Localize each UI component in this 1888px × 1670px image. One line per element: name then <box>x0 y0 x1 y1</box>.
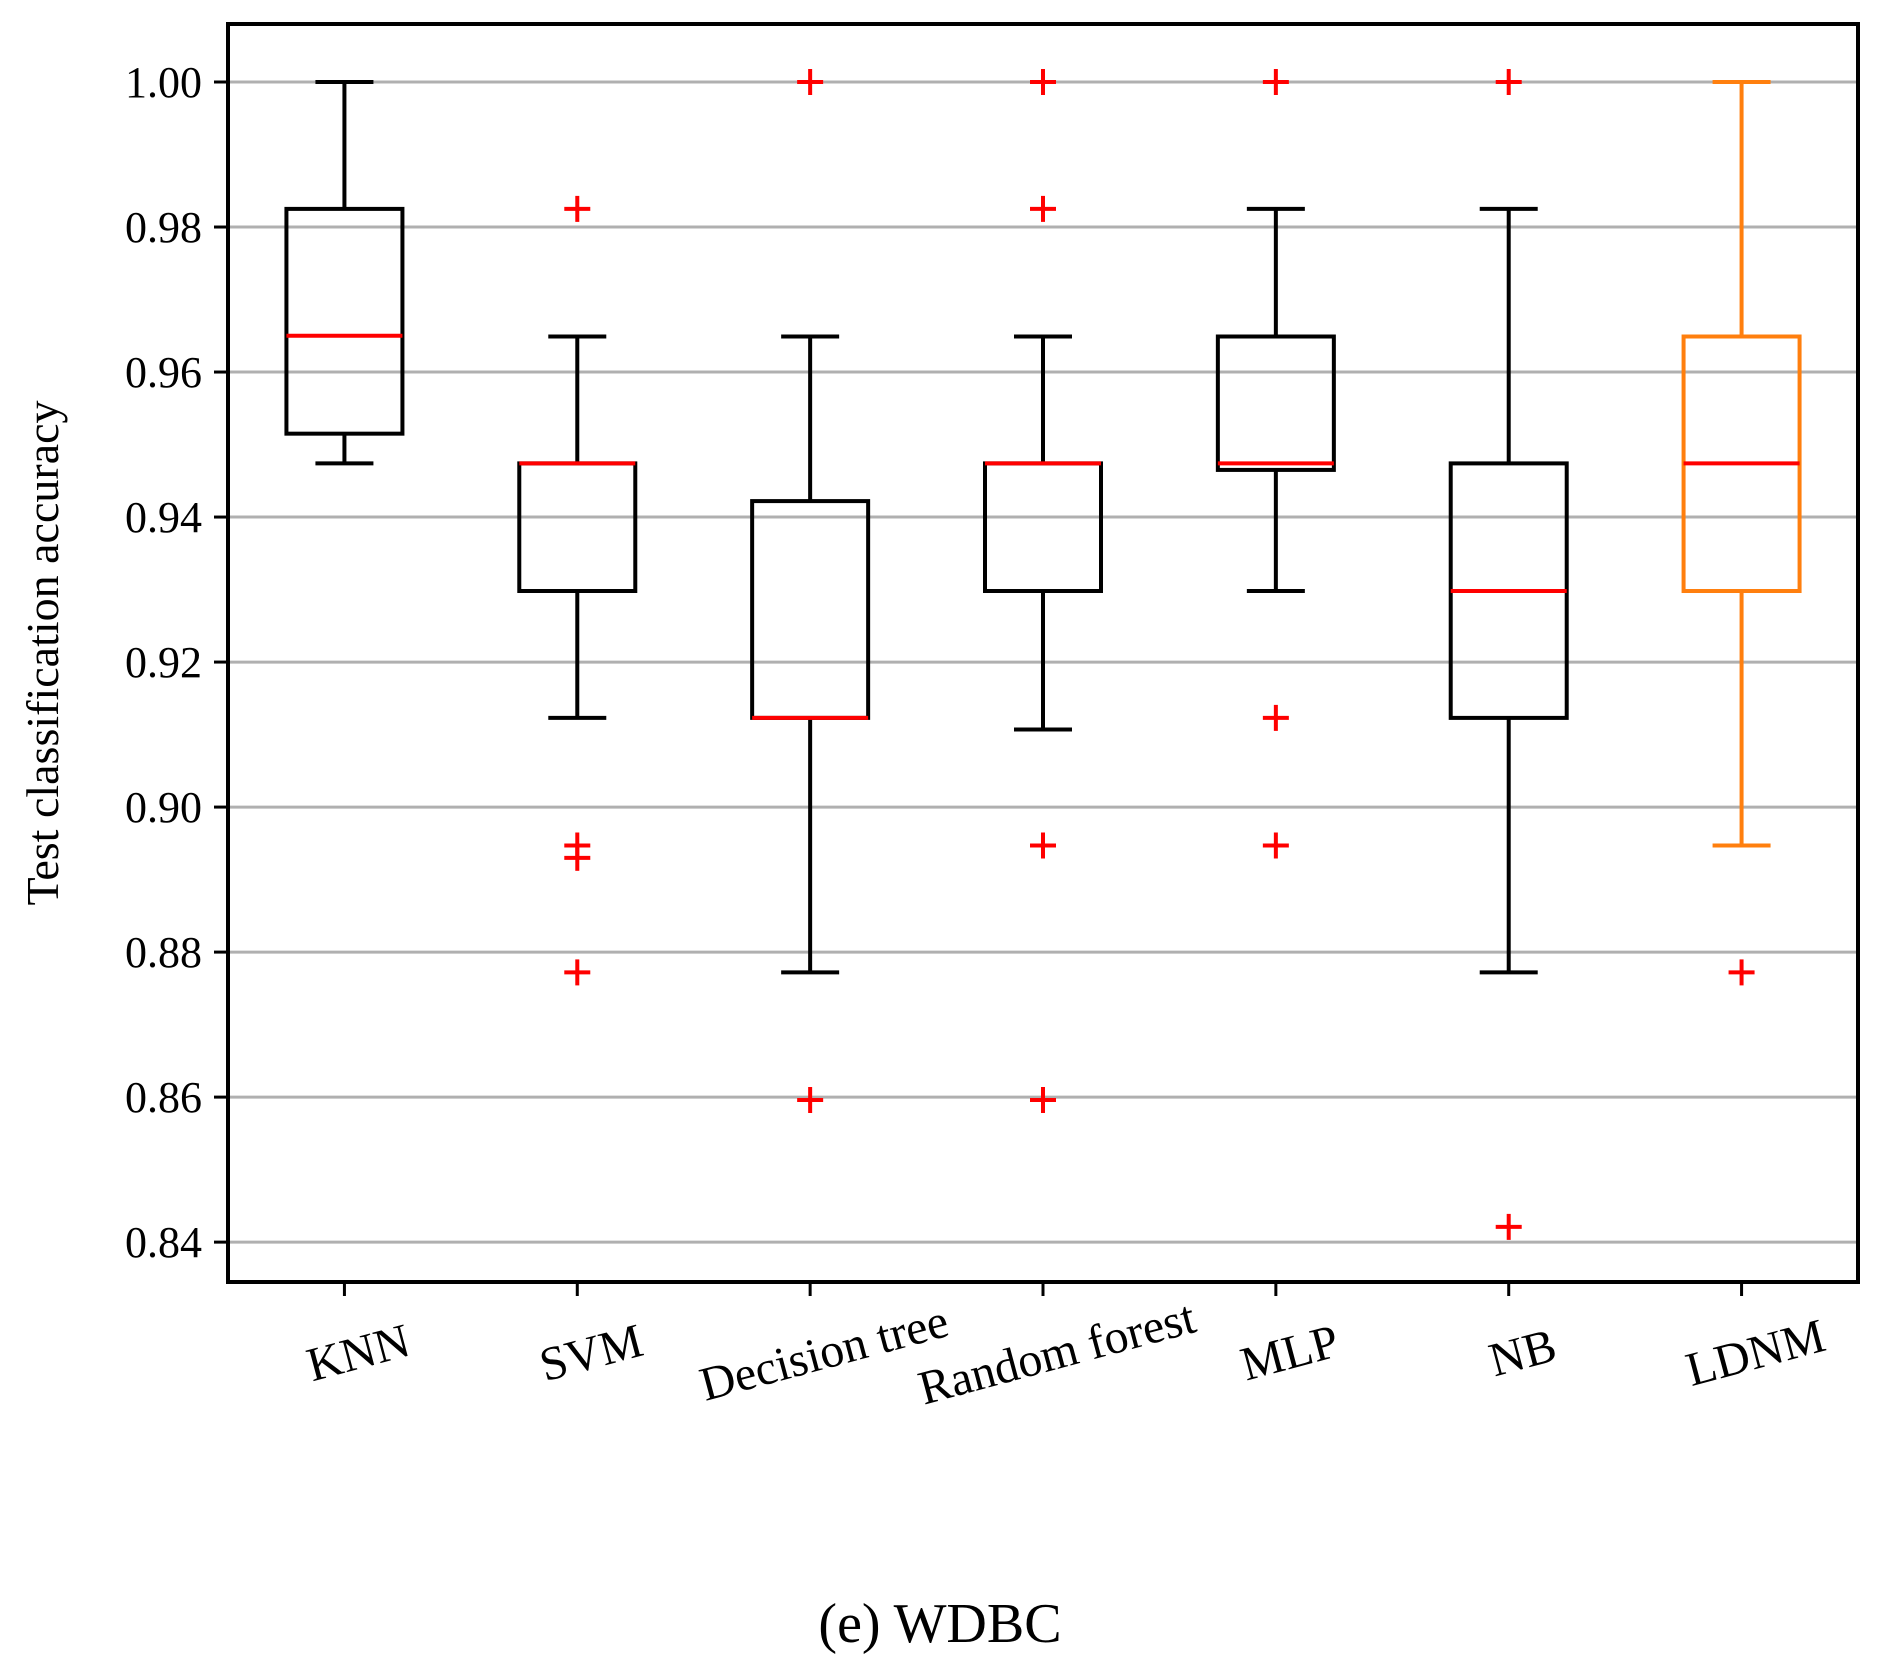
outlier-marker <box>564 195 591 222</box>
x-tick-label: KNN <box>301 1314 415 1392</box>
x-tick-label: Decision tree <box>694 1294 954 1411</box>
y-tick-label: 0.90 <box>125 783 202 832</box>
outlier-marker <box>1030 1087 1056 1114</box>
iqr-box <box>284 206 405 436</box>
y-tick-label: 0.92 <box>125 638 202 687</box>
box-knn <box>284 80 405 466</box>
x-tick-label: MLP <box>1235 1315 1344 1392</box>
box-ldnm <box>1681 80 1802 986</box>
outlier-marker <box>564 959 591 986</box>
x-tick-label: SVM <box>534 1314 648 1392</box>
x-tick-label: LDNM <box>1680 1309 1830 1397</box>
iqr-box <box>983 461 1103 594</box>
outlier-marker <box>1030 69 1056 96</box>
outlier-marker <box>1030 832 1056 859</box>
outlier-marker <box>797 69 824 96</box>
iqr-box <box>1215 334 1336 472</box>
box-plots <box>284 69 1802 1240</box>
outlier-marker <box>1495 69 1522 96</box>
figure-caption: (e) WDBC <box>818 1593 1061 1655</box>
outlier-marker <box>1495 1213 1522 1240</box>
outlier-marker <box>1030 195 1056 222</box>
y-tick-label: 0.96 <box>125 348 202 397</box>
outlier-marker <box>1262 704 1289 731</box>
outlier-marker <box>1728 959 1755 986</box>
y-tick-label: 0.98 <box>125 203 202 252</box>
box-svm <box>517 195 638 986</box>
y-tick-label: 1.00 <box>125 58 202 107</box>
y-tick-label: 0.94 <box>125 493 202 542</box>
x-tick-label: NB <box>1484 1319 1562 1387</box>
x-tick-label: Random forest <box>913 1291 1202 1416</box>
y-axis-ticks: 0.84 0.86 0.88 0.90 0.92 0.94 0.96 0.98 1.00 <box>125 58 228 1267</box>
outlier-marker <box>1262 69 1289 96</box>
box-mlp <box>1215 69 1336 859</box>
outlier-marker <box>1262 832 1289 859</box>
box-random-forest <box>983 69 1103 1114</box>
y-tick-label: 0.88 <box>125 928 202 977</box>
iqr-box <box>517 461 638 594</box>
box-nb <box>1448 69 1569 1240</box>
outlier-marker <box>797 1087 824 1114</box>
iqr-box <box>750 499 871 720</box>
outlier-marker <box>564 844 591 871</box>
y-axis-title: Test classification accuracy <box>17 400 68 905</box>
box-decision-tree <box>750 69 871 1114</box>
y-tick-label: 0.84 <box>125 1218 202 1267</box>
y-tick-label: 0.86 <box>125 1073 202 1122</box>
